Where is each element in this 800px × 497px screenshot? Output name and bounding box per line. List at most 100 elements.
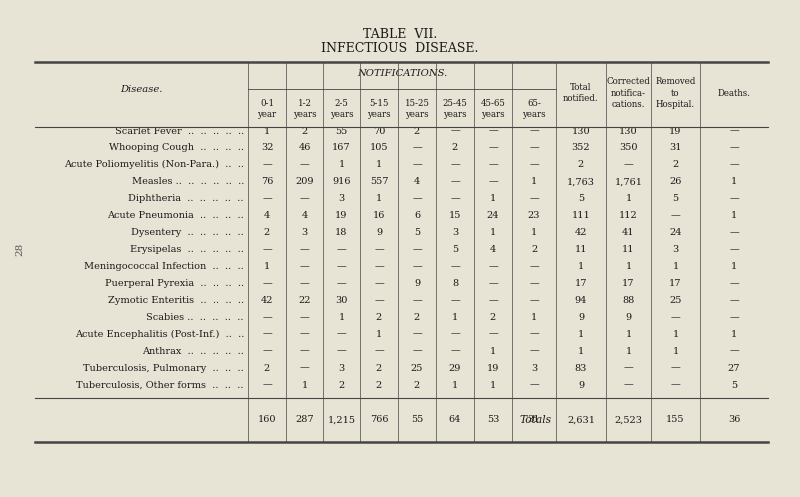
Text: —: — [262, 313, 272, 322]
Text: 0-1
year: 0-1 year [258, 99, 277, 119]
Text: 1: 1 [490, 381, 496, 390]
Text: —: — [729, 228, 739, 237]
Text: 45-65
years: 45-65 years [481, 99, 506, 119]
Text: —: — [337, 262, 346, 271]
Text: —: — [529, 194, 539, 203]
Text: 24: 24 [486, 211, 499, 220]
Text: 1: 1 [264, 127, 270, 136]
Text: 2: 2 [490, 313, 496, 322]
Text: —: — [529, 279, 539, 288]
Text: 5-15
years: 5-15 years [367, 99, 391, 119]
Text: —: — [300, 313, 310, 322]
Text: 83: 83 [575, 364, 587, 373]
Text: 1: 1 [578, 262, 584, 271]
Text: 2,523: 2,523 [614, 415, 642, 424]
Text: —: — [262, 161, 272, 169]
Text: 17: 17 [622, 279, 634, 288]
Text: 1: 1 [302, 381, 308, 390]
Text: 5: 5 [673, 194, 678, 203]
Text: 32: 32 [261, 144, 274, 153]
Text: Acute Poliomyelitis (Non-Para.)  ..  ..: Acute Poliomyelitis (Non-Para.) .. .. [64, 161, 244, 169]
Text: —: — [412, 296, 422, 305]
Text: 1: 1 [490, 194, 496, 203]
Text: 4: 4 [264, 211, 270, 220]
Text: —: — [729, 144, 739, 153]
Text: 41: 41 [622, 228, 634, 237]
Text: 28: 28 [15, 243, 25, 255]
Text: 94: 94 [575, 296, 587, 305]
Text: 9: 9 [578, 313, 584, 322]
Text: —: — [412, 330, 422, 338]
Text: 130: 130 [572, 127, 590, 136]
Text: 1: 1 [531, 177, 537, 186]
Text: 2: 2 [414, 381, 420, 390]
Text: 1: 1 [452, 381, 458, 390]
Text: 1: 1 [578, 346, 584, 356]
Text: 9: 9 [626, 313, 631, 322]
Text: 1: 1 [376, 330, 382, 338]
Text: —: — [337, 346, 346, 356]
Text: 916: 916 [332, 177, 350, 186]
Text: 9: 9 [578, 381, 584, 390]
Text: —: — [529, 262, 539, 271]
Text: 29: 29 [449, 364, 461, 373]
Text: 8: 8 [452, 279, 458, 288]
Text: 11: 11 [622, 245, 634, 254]
Text: 130: 130 [619, 127, 638, 136]
Text: —: — [450, 262, 460, 271]
Text: 1,215: 1,215 [327, 415, 355, 424]
Text: 23: 23 [528, 211, 540, 220]
Text: —: — [300, 161, 310, 169]
Text: Zymotic Enteritis  ..  ..  ..  ..: Zymotic Enteritis .. .. .. .. [108, 296, 244, 305]
Text: 111: 111 [572, 211, 590, 220]
Text: 160: 160 [258, 415, 276, 424]
Text: 112: 112 [619, 211, 638, 220]
Text: —: — [624, 364, 634, 373]
Text: —: — [412, 262, 422, 271]
Text: 2: 2 [264, 364, 270, 373]
Text: —: — [450, 296, 460, 305]
Text: —: — [412, 144, 422, 153]
Text: 1: 1 [731, 330, 737, 338]
Text: Scarlet Fever  ..  ..  ..  ..  ..: Scarlet Fever .. .. .. .. .. [114, 127, 244, 136]
Text: —: — [488, 279, 498, 288]
Text: 155: 155 [666, 415, 685, 424]
Text: 2: 2 [414, 313, 420, 322]
Text: —: — [529, 381, 539, 390]
Text: —: — [337, 279, 346, 288]
Text: 5: 5 [578, 194, 584, 203]
Text: 1: 1 [626, 262, 632, 271]
Text: 2-5
years: 2-5 years [330, 99, 354, 119]
Text: 15: 15 [449, 211, 461, 220]
Text: 22: 22 [298, 296, 310, 305]
Text: 1: 1 [338, 313, 345, 322]
Text: 25-45
years: 25-45 years [442, 99, 467, 119]
Text: —: — [450, 127, 460, 136]
Text: 209: 209 [295, 177, 314, 186]
Text: —: — [300, 330, 310, 338]
Text: INFECTIOUS  DISEASE.: INFECTIOUS DISEASE. [322, 42, 478, 55]
Text: 42: 42 [574, 228, 587, 237]
Text: —: — [300, 194, 310, 203]
Text: —: — [729, 279, 739, 288]
Text: —: — [337, 245, 346, 254]
Text: 2: 2 [531, 245, 537, 254]
Text: —: — [529, 161, 539, 169]
Text: —: — [374, 346, 384, 356]
Text: —: — [729, 245, 739, 254]
Text: —: — [450, 177, 460, 186]
Text: 2: 2 [672, 161, 678, 169]
Text: 2: 2 [376, 313, 382, 322]
Text: —: — [670, 364, 680, 373]
Text: 350: 350 [619, 144, 638, 153]
Text: 26: 26 [670, 177, 682, 186]
Text: 1: 1 [672, 330, 678, 338]
Text: —: — [488, 127, 498, 136]
Text: Whooping Cough  ..  ..  ..  ..: Whooping Cough .. .. .. .. [109, 144, 244, 153]
Text: 4: 4 [414, 177, 420, 186]
Text: 16: 16 [373, 211, 385, 220]
Text: 31: 31 [528, 415, 540, 424]
Text: 2: 2 [414, 127, 420, 136]
Text: 64: 64 [449, 415, 461, 424]
Text: —: — [624, 381, 634, 390]
